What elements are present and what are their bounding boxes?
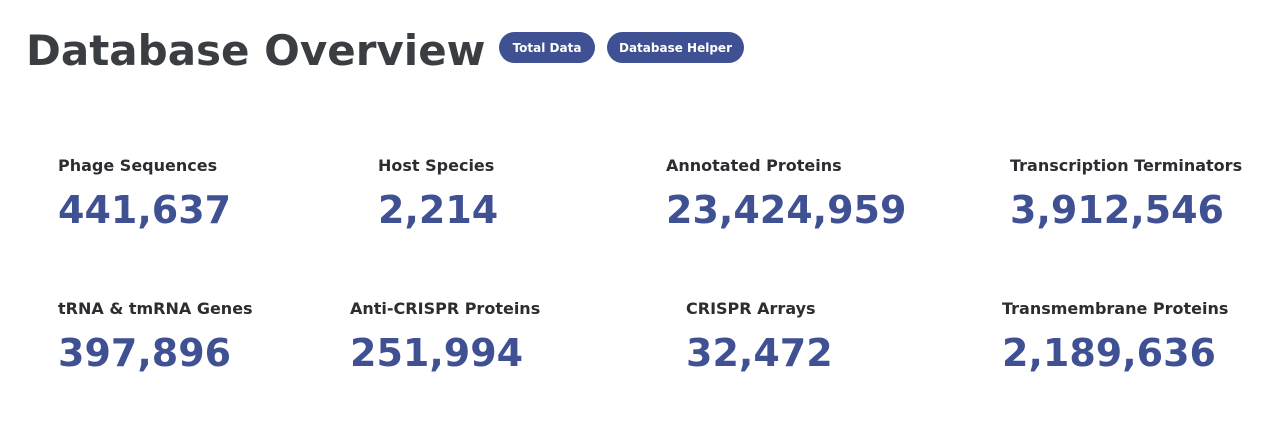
stat-label: Host Species xyxy=(378,156,495,175)
stat-value: 32,472 xyxy=(686,331,833,375)
stat-value: 251,994 xyxy=(350,331,524,375)
stat-trna-tmrna-genes: tRNA & tmRNA Genes 397,896 xyxy=(58,299,253,375)
stat-label: Transmembrane Proteins xyxy=(1002,299,1229,318)
stat-value: 23,424,959 xyxy=(666,188,907,232)
stat-value: 3,912,546 xyxy=(1010,188,1224,232)
stat-label: Transcription Terminators xyxy=(1010,156,1243,175)
stat-label: tRNA & tmRNA Genes xyxy=(58,299,253,318)
stat-value: 397,896 xyxy=(58,331,232,375)
stat-label: Annotated Proteins xyxy=(666,156,842,175)
stat-annotated-proteins: Annotated Proteins 23,424,959 xyxy=(666,156,906,232)
stat-value: 441,637 xyxy=(58,188,232,232)
page-title: Database Overview xyxy=(26,25,486,75)
stat-label: Anti-CRISPR Proteins xyxy=(350,299,541,318)
stat-host-species: Host Species 2,214 xyxy=(378,156,498,232)
stat-label: CRISPR Arrays xyxy=(686,299,816,318)
stat-transcription-terminators: Transcription Terminators 3,912,546 xyxy=(1010,156,1242,232)
stat-crispr-arrays: CRISPR Arrays 32,472 xyxy=(686,299,833,375)
stat-transmembrane-proteins: Transmembrane Proteins 2,189,636 xyxy=(1002,299,1228,375)
total-data-button[interactable]: Total Data xyxy=(499,32,595,63)
stat-value: 2,189,636 xyxy=(1002,331,1216,375)
stat-anti-crispr-proteins: Anti-CRISPR Proteins 251,994 xyxy=(350,299,540,375)
database-helper-button[interactable]: Database Helper xyxy=(607,32,744,63)
page-header: Database Overview xyxy=(26,20,485,80)
stat-label: Phage Sequences xyxy=(58,156,218,175)
stat-phage-sequences: Phage Sequences 441,637 xyxy=(58,156,231,232)
stat-value: 2,214 xyxy=(378,188,499,232)
